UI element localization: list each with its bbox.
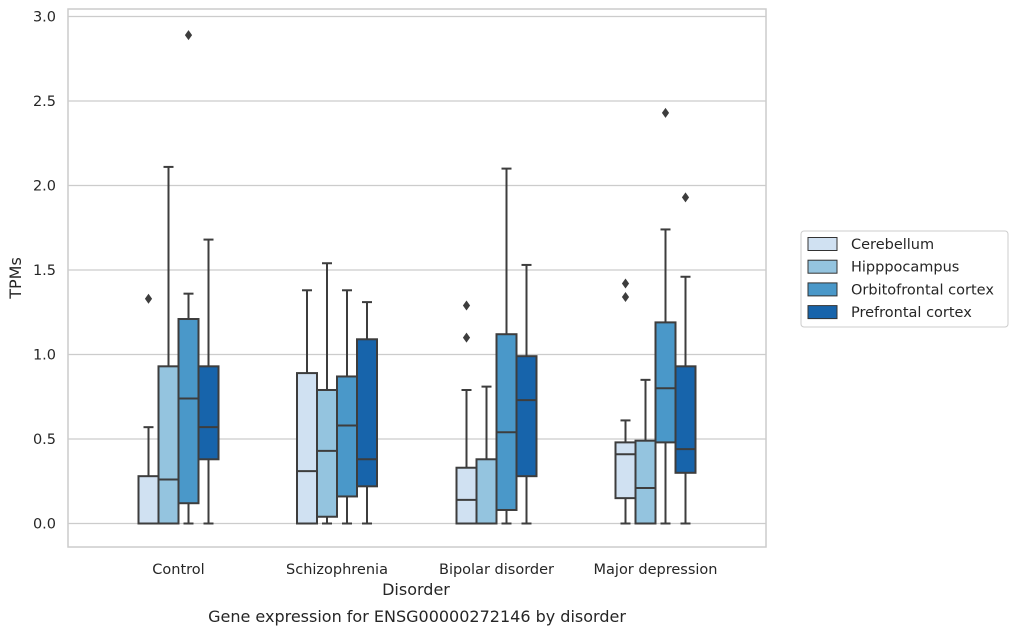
outlier-point xyxy=(144,293,153,304)
box-iqr xyxy=(654,321,677,444)
legend-label: Hipppocampus xyxy=(851,260,959,276)
box-orbitofrontal-cortex xyxy=(495,167,518,525)
box-prefrontal-cortex xyxy=(515,263,538,525)
box-prefrontal-cortex xyxy=(197,238,220,525)
box-hipppocampus xyxy=(475,385,498,525)
box-cerebellum xyxy=(614,278,637,525)
box-iqr xyxy=(495,333,518,511)
y-axis-label: TPMs xyxy=(6,257,25,300)
outlier-point xyxy=(661,107,670,118)
box-orbitofrontal-cortex xyxy=(654,107,677,525)
legend-swatch xyxy=(807,259,838,274)
box-cerebellum xyxy=(137,293,160,525)
box-orbitofrontal-cortex xyxy=(336,289,358,525)
y-tick-labels: 0.0 0.5 1.0 1.5 2.0 2.5 3.0 xyxy=(33,10,56,533)
legend-label: Prefrontal cortex xyxy=(851,305,972,321)
box-iqr xyxy=(296,372,318,525)
box-iqr xyxy=(614,441,637,500)
box-prefrontal-cortex xyxy=(674,192,697,525)
outlier-point xyxy=(184,30,193,41)
box-layer xyxy=(137,30,697,525)
x-axis-label: Disorder xyxy=(382,580,450,599)
legend-swatch xyxy=(807,305,838,320)
y-tick-label: 2.5 xyxy=(33,94,56,110)
legend-swatch xyxy=(807,237,838,251)
figure-caption: Gene expression for ENSG00000272146 by d… xyxy=(208,607,626,626)
box-cerebellum xyxy=(296,289,318,525)
x-tick-labels: Control Schizophrenia Bipolar disorder Majo… xyxy=(152,562,717,578)
outlier-point xyxy=(462,332,471,343)
outlier-point xyxy=(621,292,630,303)
plot-frame xyxy=(67,8,767,548)
box-prefrontal-cortex xyxy=(356,301,378,525)
box-iqr xyxy=(336,375,358,498)
box-hipppocampus xyxy=(157,165,180,525)
legend-label: Orbitofrontal cortex xyxy=(851,282,994,298)
legend-frame xyxy=(800,230,1009,328)
x-tick-label: Major depression xyxy=(594,562,718,578)
x-tick-label: Bipolar disorder xyxy=(439,562,554,578)
box-cerebellum xyxy=(455,300,478,525)
y-tick-label: 2.0 xyxy=(33,179,56,195)
box-iqr xyxy=(197,365,220,461)
box-hipppocampus xyxy=(634,378,657,525)
legend: Cerebellum Hipppocampus Orbitofrontal cort… xyxy=(800,230,1009,328)
y-tick-label: 1.0 xyxy=(33,348,56,364)
box-iqr xyxy=(475,458,498,525)
box-iqr xyxy=(634,439,657,525)
outlier-point xyxy=(462,300,471,311)
box-iqr xyxy=(515,355,538,478)
box-iqr xyxy=(137,475,160,525)
outlier-point xyxy=(621,278,630,289)
y-tick-label: 0.5 xyxy=(33,432,56,448)
legend-label: Cerebellum xyxy=(851,237,934,253)
box-hipppocampus xyxy=(316,262,338,525)
box-iqr xyxy=(455,466,478,525)
y-tick-label: 0.0 xyxy=(33,517,56,533)
box-orbitofrontal-cortex xyxy=(177,30,200,525)
box-iqr xyxy=(157,365,180,525)
x-tick-label: Control xyxy=(152,562,204,578)
x-tick-label: Schizophrenia xyxy=(286,562,388,578)
y-tick-label: 3.0 xyxy=(33,10,56,26)
y-tick-label: 1.5 xyxy=(33,263,56,279)
outlier-point xyxy=(681,192,690,203)
box-iqr xyxy=(674,365,697,474)
legend-swatch xyxy=(807,282,838,297)
box-iqr xyxy=(177,318,200,505)
box-iqr xyxy=(356,338,378,488)
box-iqr xyxy=(316,388,338,518)
